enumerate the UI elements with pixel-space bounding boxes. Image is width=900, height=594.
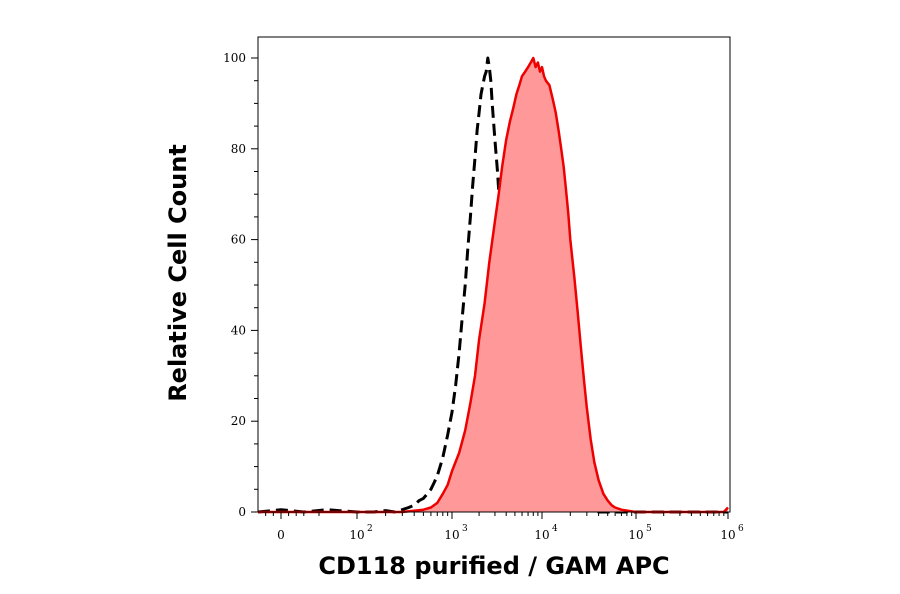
series-layer bbox=[257, 56, 729, 514]
x-tick-label: 10 bbox=[534, 528, 549, 542]
x-tick-label: 10 bbox=[628, 528, 643, 542]
y-axis: 0 20 40 60 80 100 bbox=[223, 51, 258, 519]
x-axis-title: CD118 purified / GAM APC bbox=[318, 552, 669, 580]
y-tick-label: 20 bbox=[231, 414, 246, 428]
y-tick-label: 40 bbox=[231, 323, 246, 337]
x-tick-label: 10 bbox=[720, 528, 735, 542]
y-tick-label: 60 bbox=[231, 233, 246, 247]
x-tick-exponent: 4 bbox=[552, 524, 558, 534]
series-1-area bbox=[258, 58, 728, 512]
y-tick-label: 100 bbox=[223, 51, 246, 65]
plot-border bbox=[257, 36, 731, 513]
x-tick-label: 0 bbox=[277, 528, 285, 542]
y-tick-label: 80 bbox=[231, 142, 246, 156]
x-tick-exponent: 5 bbox=[646, 524, 652, 534]
y-tick-label: 0 bbox=[238, 505, 246, 519]
x-axis: 0 10 2 10 3 10 4 10 5 10 6 bbox=[265, 512, 744, 542]
series-1-line bbox=[258, 56, 729, 514]
x-tick-exponent: 2 bbox=[367, 524, 373, 534]
y-axis-title: Relative Cell Count bbox=[164, 144, 192, 402]
x-tick-label: 10 bbox=[444, 528, 459, 542]
plot-frame bbox=[257, 36, 731, 513]
x-tick-exponent: 3 bbox=[462, 524, 468, 534]
x-tick-exponent: 6 bbox=[738, 524, 744, 534]
x-tick-label: 10 bbox=[349, 528, 364, 542]
